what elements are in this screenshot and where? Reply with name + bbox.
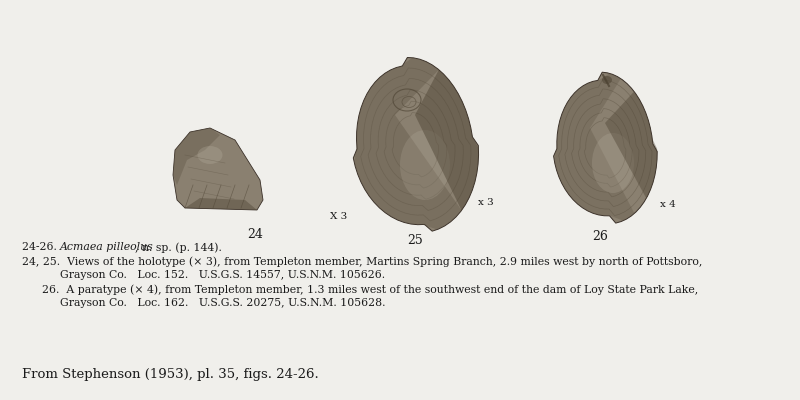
Polygon shape [554,73,634,221]
Text: , n. sp. (p. 144).: , n. sp. (p. 144). [135,242,222,252]
Polygon shape [185,198,257,210]
Polygon shape [173,128,263,210]
Text: Grayson Co.   Loc. 162.   U.S.G.S. 20275, U.S.N.M. 105628.: Grayson Co. Loc. 162. U.S.G.S. 20275, U.… [60,298,386,308]
Text: X 3: X 3 [330,212,347,221]
Text: x 4: x 4 [660,200,676,209]
Ellipse shape [400,130,450,200]
Polygon shape [354,58,478,231]
Text: 24: 24 [247,228,263,241]
Polygon shape [605,92,657,198]
Text: 24, 25.  Views of the holotype (× 3), from Templeton member, Martins Spring Bran: 24, 25. Views of the holotype (× 3), fro… [22,256,702,266]
Text: 26: 26 [592,230,608,243]
Text: From Stephenson (1953), pl. 35, figs. 24-26.: From Stephenson (1953), pl. 35, figs. 24… [22,368,318,381]
Polygon shape [354,58,462,230]
Text: 24-26.: 24-26. [22,242,64,252]
Polygon shape [554,72,658,223]
Text: 25: 25 [407,234,423,247]
Text: 26.  A paratype (× 4), from Templeton member, 1.3 miles west of the southwest en: 26. A paratype (× 4), from Templeton mem… [42,284,698,294]
Ellipse shape [602,76,612,84]
Ellipse shape [198,146,222,164]
Ellipse shape [592,133,634,193]
Text: Acmaea pilleolus: Acmaea pilleolus [60,242,154,252]
Text: x 3: x 3 [478,198,494,207]
Polygon shape [173,128,220,185]
Text: Grayson Co.   Loc. 152.   U.S.G.S. 14557, U.S.N.M. 105626.: Grayson Co. Loc. 152. U.S.G.S. 14557, U.… [60,270,385,280]
Polygon shape [415,70,478,210]
